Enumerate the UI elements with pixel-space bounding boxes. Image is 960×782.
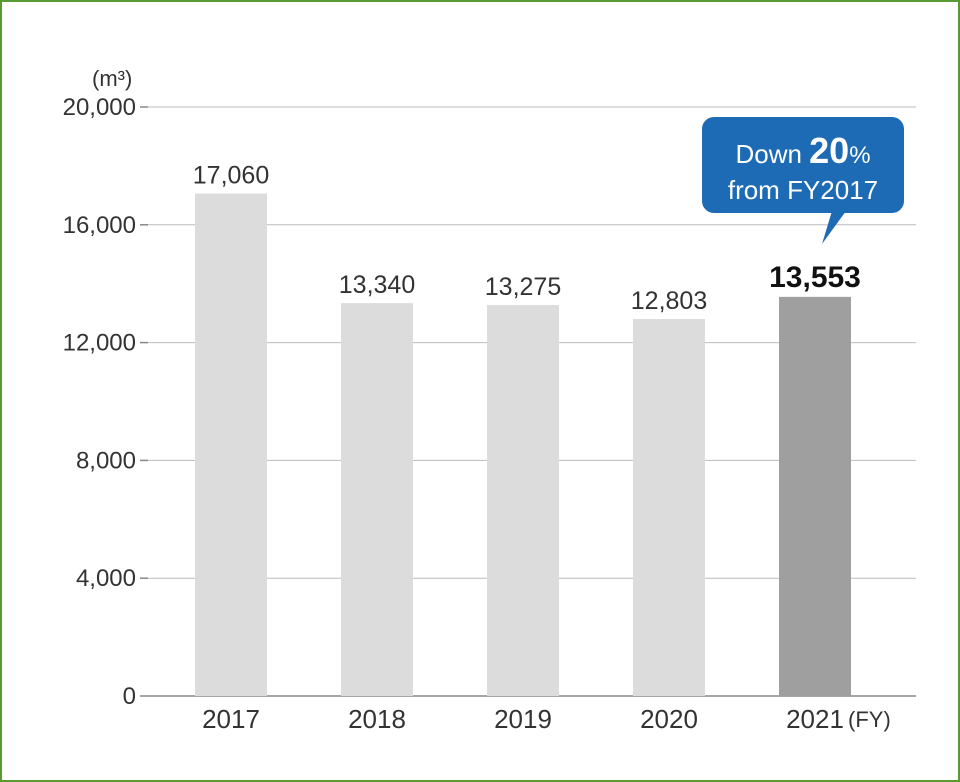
value-label-2017: 17,060 — [193, 162, 269, 190]
value-label-2019: 13,275 — [485, 273, 561, 301]
category-label-2017: 2017 — [202, 704, 260, 734]
y-axis-unit-label: (m³) — [92, 66, 132, 91]
y-tick-label: 0 — [123, 683, 136, 710]
callout-pointer — [822, 211, 846, 244]
callout-line-1: Down 20% — [735, 130, 870, 171]
value-label-2018: 13,340 — [339, 271, 415, 299]
bar-2017 — [195, 193, 267, 696]
y-tick-label: 20,000 — [63, 94, 136, 121]
y-tick-label: 4,000 — [76, 565, 136, 592]
category-label-2019: 2019 — [494, 704, 552, 734]
bar-2018 — [341, 303, 413, 696]
callout-box — [702, 117, 904, 213]
callout-prefix: Down — [735, 139, 809, 169]
callout-percent-value: 20 — [809, 130, 849, 171]
y-axis-ticks: 0 4,000 8,000 12,000 16,000 20,000 — [63, 94, 148, 710]
category-label-2020: 2020 — [640, 704, 698, 734]
y-tick-label: 12,000 — [63, 330, 136, 357]
bar-2021 — [779, 296, 851, 696]
bar-2020 — [633, 318, 705, 696]
x-axis-unit-label: (FY) — [848, 707, 891, 732]
value-label-2020: 12,803 — [631, 287, 707, 315]
y-tick-label: 8,000 — [76, 447, 136, 474]
category-label-2018: 2018 — [348, 704, 406, 734]
category-label-2021: 2021 — [786, 704, 844, 734]
callout-line-2: from FY2017 — [728, 175, 878, 205]
callout-percent-sign: % — [849, 142, 870, 169]
value-labels: 17,060 13,340 13,275 12,803 13,553 — [193, 162, 861, 315]
y-tick-label: 16,000 — [63, 212, 136, 239]
reduction-callout: Down 20% from FY2017 — [702, 117, 904, 244]
bars — [195, 193, 851, 696]
bar-2019 — [487, 305, 559, 696]
x-axis-categories: 2017 2018 2019 2020 2021 — [202, 704, 844, 734]
value-label-2021: 13,553 — [769, 261, 861, 294]
